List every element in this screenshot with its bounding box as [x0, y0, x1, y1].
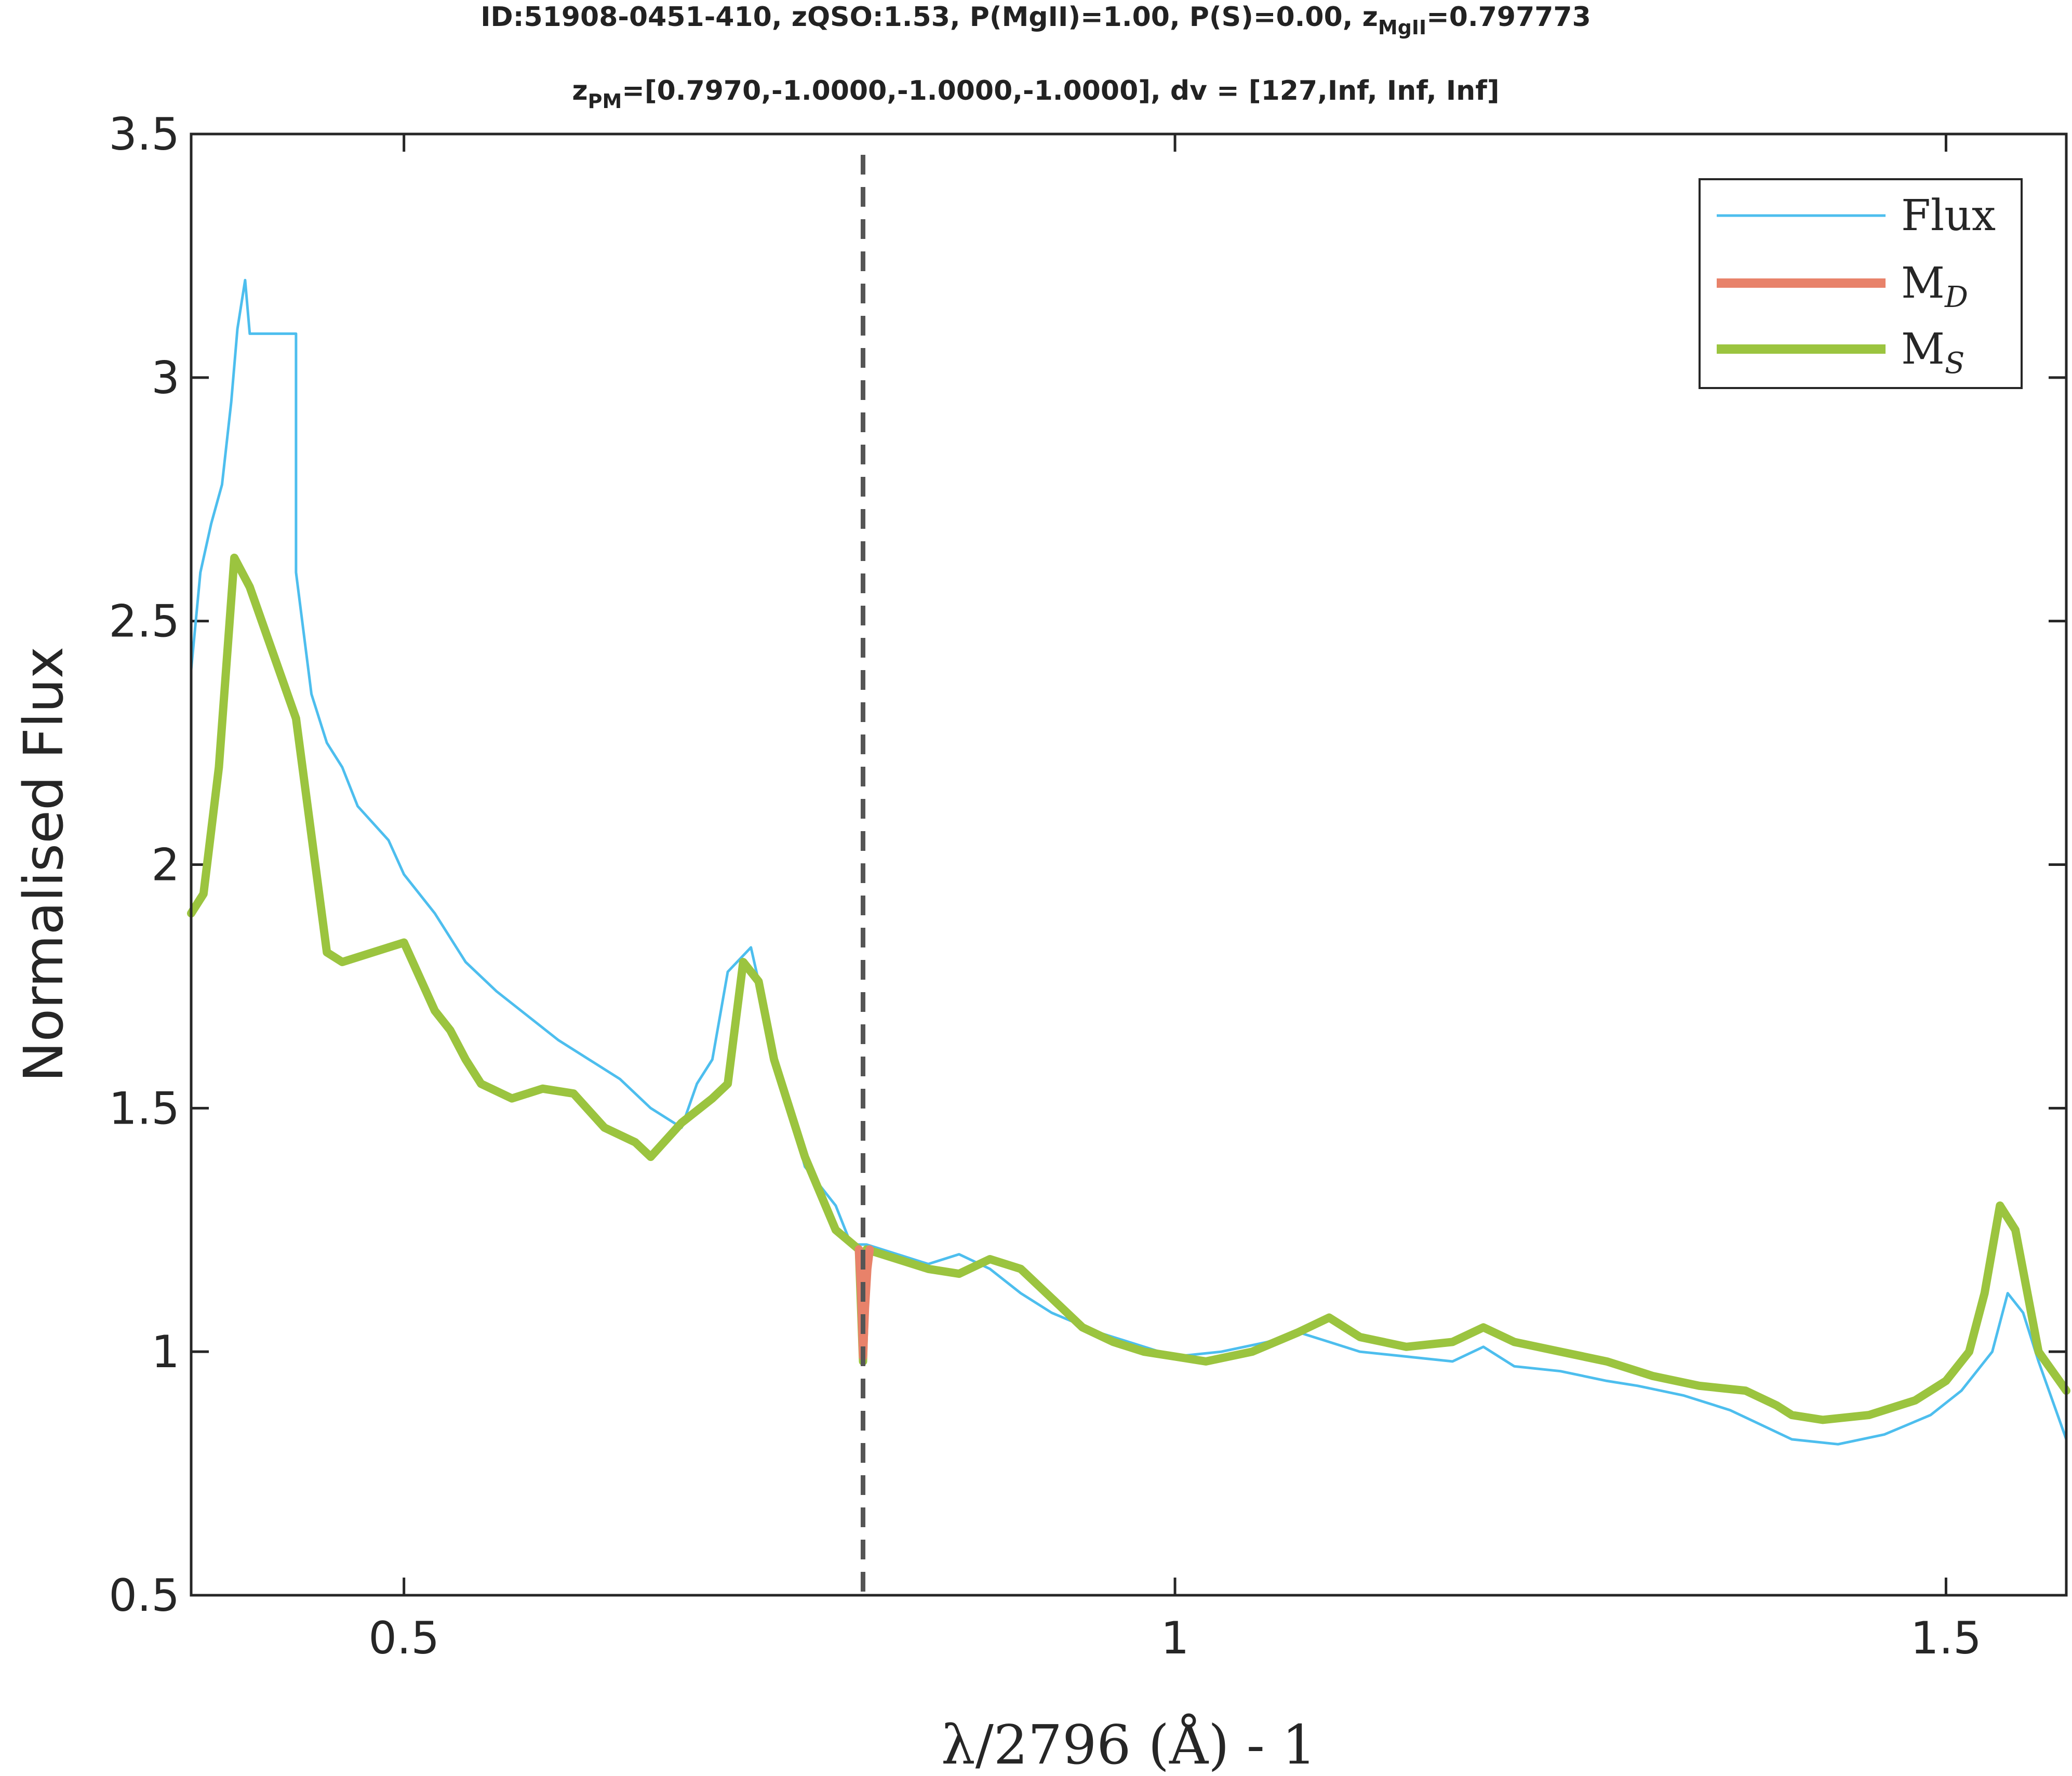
y-axis-label: Normalised Flux [12, 647, 75, 1083]
y-tick-label: 0.5 [109, 1570, 180, 1622]
y-tick-label: 3.5 [109, 109, 180, 161]
y-tick-label: 1.5 [109, 1083, 180, 1134]
chart-title: ID:51908-0451-410, zQSO:1.53, P(MgII)=1.… [480, 2, 1591, 113]
x-tick-label: 1 [1161, 1612, 1189, 1664]
axis-ticks: 0.5 1 1.5 2 2.5 3 3.5 0.5 1 1.5 [109, 109, 2066, 1664]
x-tick-label: 1.5 [1910, 1612, 1982, 1664]
series-ms-line [187, 553, 2070, 1424]
x-tick-label: 0.5 [368, 1612, 439, 1664]
title-line-2: zPM=[0.7970,-1.0000,-1.0000,-1.0000], dv… [572, 75, 1499, 113]
legend-label-flux: Flux [1901, 191, 1996, 241]
title-line-1: ID:51908-0451-410, zQSO:1.53, P(MgII)=1.… [480, 2, 1591, 39]
axes-box [190, 132, 2068, 1597]
y-tick-label: 1 [151, 1326, 180, 1378]
legend-label-ms: MS [1901, 325, 1964, 380]
x-axis-label: λ/2796 (Å) - 1 [941, 1713, 1316, 1776]
y-tick-label: 2.5 [109, 596, 180, 648]
series-flux-line [190, 278, 2068, 1446]
legend: Flux MD MS [1699, 178, 2023, 389]
y-tick-label: 2 [151, 839, 180, 891]
y-tick-label: 3 [151, 352, 180, 404]
legend-label-md: MD [1901, 259, 1968, 314]
